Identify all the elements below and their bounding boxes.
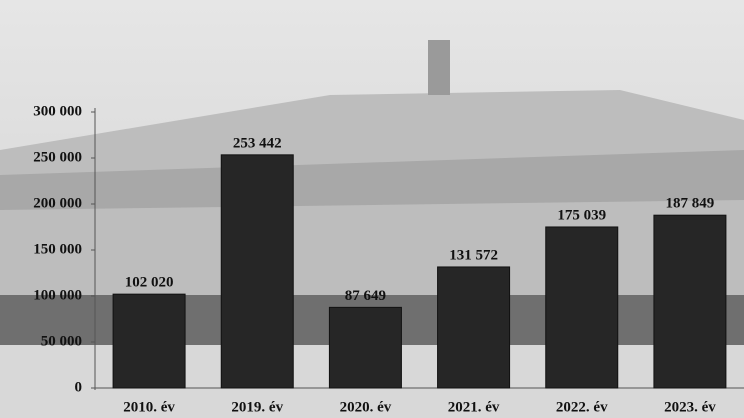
x-tick-label: 2021. év — [448, 399, 500, 415]
bar — [438, 267, 510, 388]
x-tick-label: 2020. év — [340, 399, 392, 415]
y-tick-label: 200 000 — [33, 195, 82, 211]
y-tick-label: 300 000 — [33, 103, 82, 119]
x-tick-label: 2010. év — [123, 399, 175, 415]
x-tick-label: 2022. év — [556, 399, 608, 415]
bar — [113, 294, 185, 388]
chart: 0 50 000 100 000 150 000 200 000 250 000 300 0… — [0, 0, 744, 418]
bar — [221, 155, 293, 388]
x-tick-label: 2023. év — [664, 399, 716, 415]
y-tick-label: 50 000 — [41, 333, 82, 349]
value-label: 187 849 — [666, 196, 715, 212]
y-tick-label: 250 000 — [33, 149, 82, 165]
y-tick-label: 100 000 — [33, 287, 82, 303]
bar — [654, 215, 726, 388]
bar — [329, 307, 401, 388]
value-label: 253 442 — [233, 135, 282, 151]
value-label: 87 649 — [345, 288, 386, 304]
value-label: 131 572 — [449, 247, 498, 263]
y-tick-label: 0 — [75, 379, 83, 395]
y-tick-label: 150 000 — [33, 241, 82, 257]
value-label: 102 020 — [125, 275, 174, 291]
x-tick-label: 2019. év — [231, 399, 283, 415]
value-label: 175 039 — [557, 207, 606, 223]
bar — [546, 227, 618, 388]
